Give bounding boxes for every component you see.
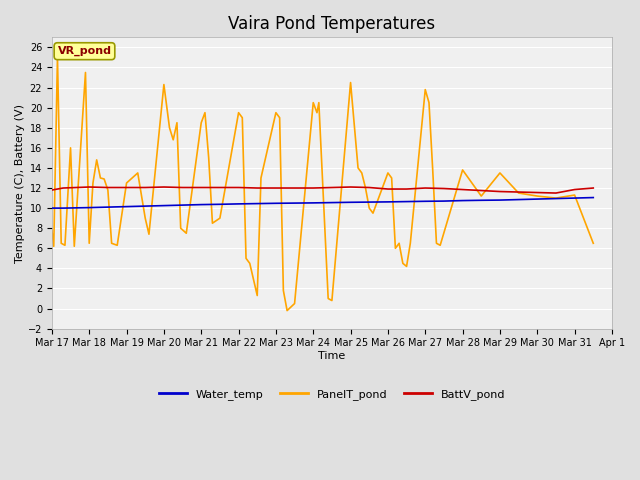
Y-axis label: Temperature (C), Battery (V): Temperature (C), Battery (V) xyxy=(15,104,25,263)
Text: VR_pond: VR_pond xyxy=(58,46,111,56)
X-axis label: Time: Time xyxy=(318,351,346,361)
Title: Vaira Pond Temperatures: Vaira Pond Temperatures xyxy=(228,15,435,33)
Legend: Water_temp, PanelT_pond, BattV_pond: Water_temp, PanelT_pond, BattV_pond xyxy=(154,385,509,405)
